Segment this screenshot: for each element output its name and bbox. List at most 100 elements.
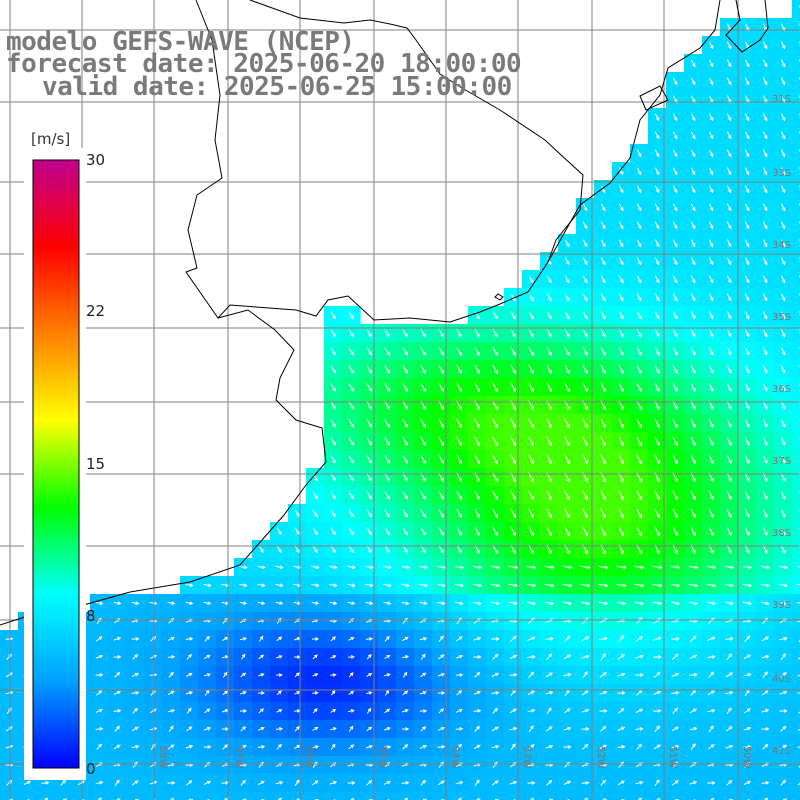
direction-arrow [330, 491, 336, 500]
direction-arrow [690, 185, 696, 194]
direction-arrow [671, 744, 680, 749]
direction-arrow [530, 797, 535, 800]
direction-arrow [312, 708, 318, 714]
direction-arrow [743, 745, 752, 749]
direction-arrow [762, 383, 768, 392]
direction-arrow [780, 203, 786, 212]
direction-arrow [510, 436, 516, 447]
direction-arrow [707, 636, 716, 642]
direction-arrow [204, 761, 211, 768]
direction-arrow [420, 672, 427, 678]
direction-arrow [546, 526, 552, 537]
direction-arrow [330, 655, 337, 659]
direction-arrow [114, 725, 120, 732]
direction-arrow [762, 131, 768, 140]
direction-arrow [437, 673, 445, 677]
direction-arrow [510, 311, 516, 320]
direction-arrow [563, 672, 572, 677]
direction-arrow [474, 346, 480, 356]
direction-arrow [420, 436, 426, 447]
direction-arrow [401, 655, 410, 659]
direction-arrow [527, 690, 535, 696]
direction-arrow [690, 347, 696, 356]
direction-arrow [491, 726, 499, 732]
direction-arrow [670, 565, 681, 570]
direction-arrow [671, 691, 680, 695]
direction-arrow [474, 779, 480, 787]
speed-cell [162, 792, 181, 800]
direction-arrow [348, 545, 354, 554]
direction-arrow [383, 727, 391, 731]
speed-cell [684, 792, 703, 800]
direction-arrow [762, 59, 768, 68]
direction-arrow [582, 275, 588, 284]
direction-arrow [168, 744, 175, 750]
direction-arrow [636, 203, 642, 212]
direction-arrow [492, 346, 498, 356]
direction-arrow [224, 797, 229, 800]
lon-label: 51W [667, 746, 678, 769]
direction-arrow [762, 454, 768, 464]
direction-arrow [762, 526, 768, 536]
speed-cell [144, 792, 163, 800]
direction-arrow [780, 59, 786, 68]
direction-arrow [636, 167, 642, 176]
direction-arrow [688, 583, 699, 588]
direction-arrow [366, 491, 372, 500]
direction-arrow [672, 490, 678, 501]
direction-arrow [690, 743, 696, 751]
direction-arrow [420, 382, 426, 392]
direction-arrow [581, 636, 590, 642]
direction-arrow [708, 725, 714, 733]
direction-arrow [707, 601, 716, 606]
direction-arrow [438, 508, 444, 518]
direction-arrow [402, 436, 408, 446]
direction-arrow [348, 437, 354, 446]
speed-cell [738, 792, 757, 800]
direction-arrow [401, 636, 409, 642]
direction-arrow [384, 673, 391, 677]
direction-arrow [402, 346, 408, 356]
direction-arrow [240, 691, 247, 695]
direction-arrow [312, 654, 318, 660]
direction-arrow [510, 526, 516, 537]
direction-arrow [582, 293, 588, 302]
speed-cell [792, 522, 800, 541]
coastline-path [0, 309, 327, 626]
speed-cell [612, 792, 631, 800]
direction-arrow [580, 601, 591, 606]
direction-arrow [420, 418, 426, 429]
direction-arrow [258, 654, 265, 660]
direction-arrow [402, 490, 408, 500]
speed-cell [342, 792, 361, 800]
direction-arrow [384, 527, 390, 536]
direction-arrow [744, 293, 750, 302]
lat-label: 41S [772, 746, 791, 757]
direction-arrow [348, 418, 354, 428]
direction-arrow [654, 779, 660, 787]
direction-arrow [582, 526, 588, 537]
speed-cell [792, 180, 800, 199]
direction-arrow [582, 743, 589, 750]
direction-arrow [654, 454, 660, 465]
direction-arrow [330, 527, 336, 536]
direction-arrow [437, 726, 445, 731]
direction-arrow [654, 346, 660, 356]
speed-cell [774, 792, 793, 800]
direction-arrow [491, 601, 500, 606]
direction-arrow [762, 185, 768, 194]
direction-arrow [690, 418, 696, 428]
direction-arrow [780, 239, 786, 248]
direction-arrow [474, 725, 480, 732]
direction-arrow [276, 743, 282, 750]
direction-arrow [384, 654, 391, 659]
direction-arrow [383, 745, 392, 749]
direction-arrow [383, 780, 392, 785]
speed-cell [792, 0, 800, 19]
direction-arrow [473, 618, 481, 624]
direction-arrow [600, 436, 606, 447]
direction-arrow [726, 436, 732, 446]
lon-label: 55W [377, 746, 388, 769]
direction-arrow [528, 418, 534, 429]
direction-arrow [276, 655, 283, 659]
